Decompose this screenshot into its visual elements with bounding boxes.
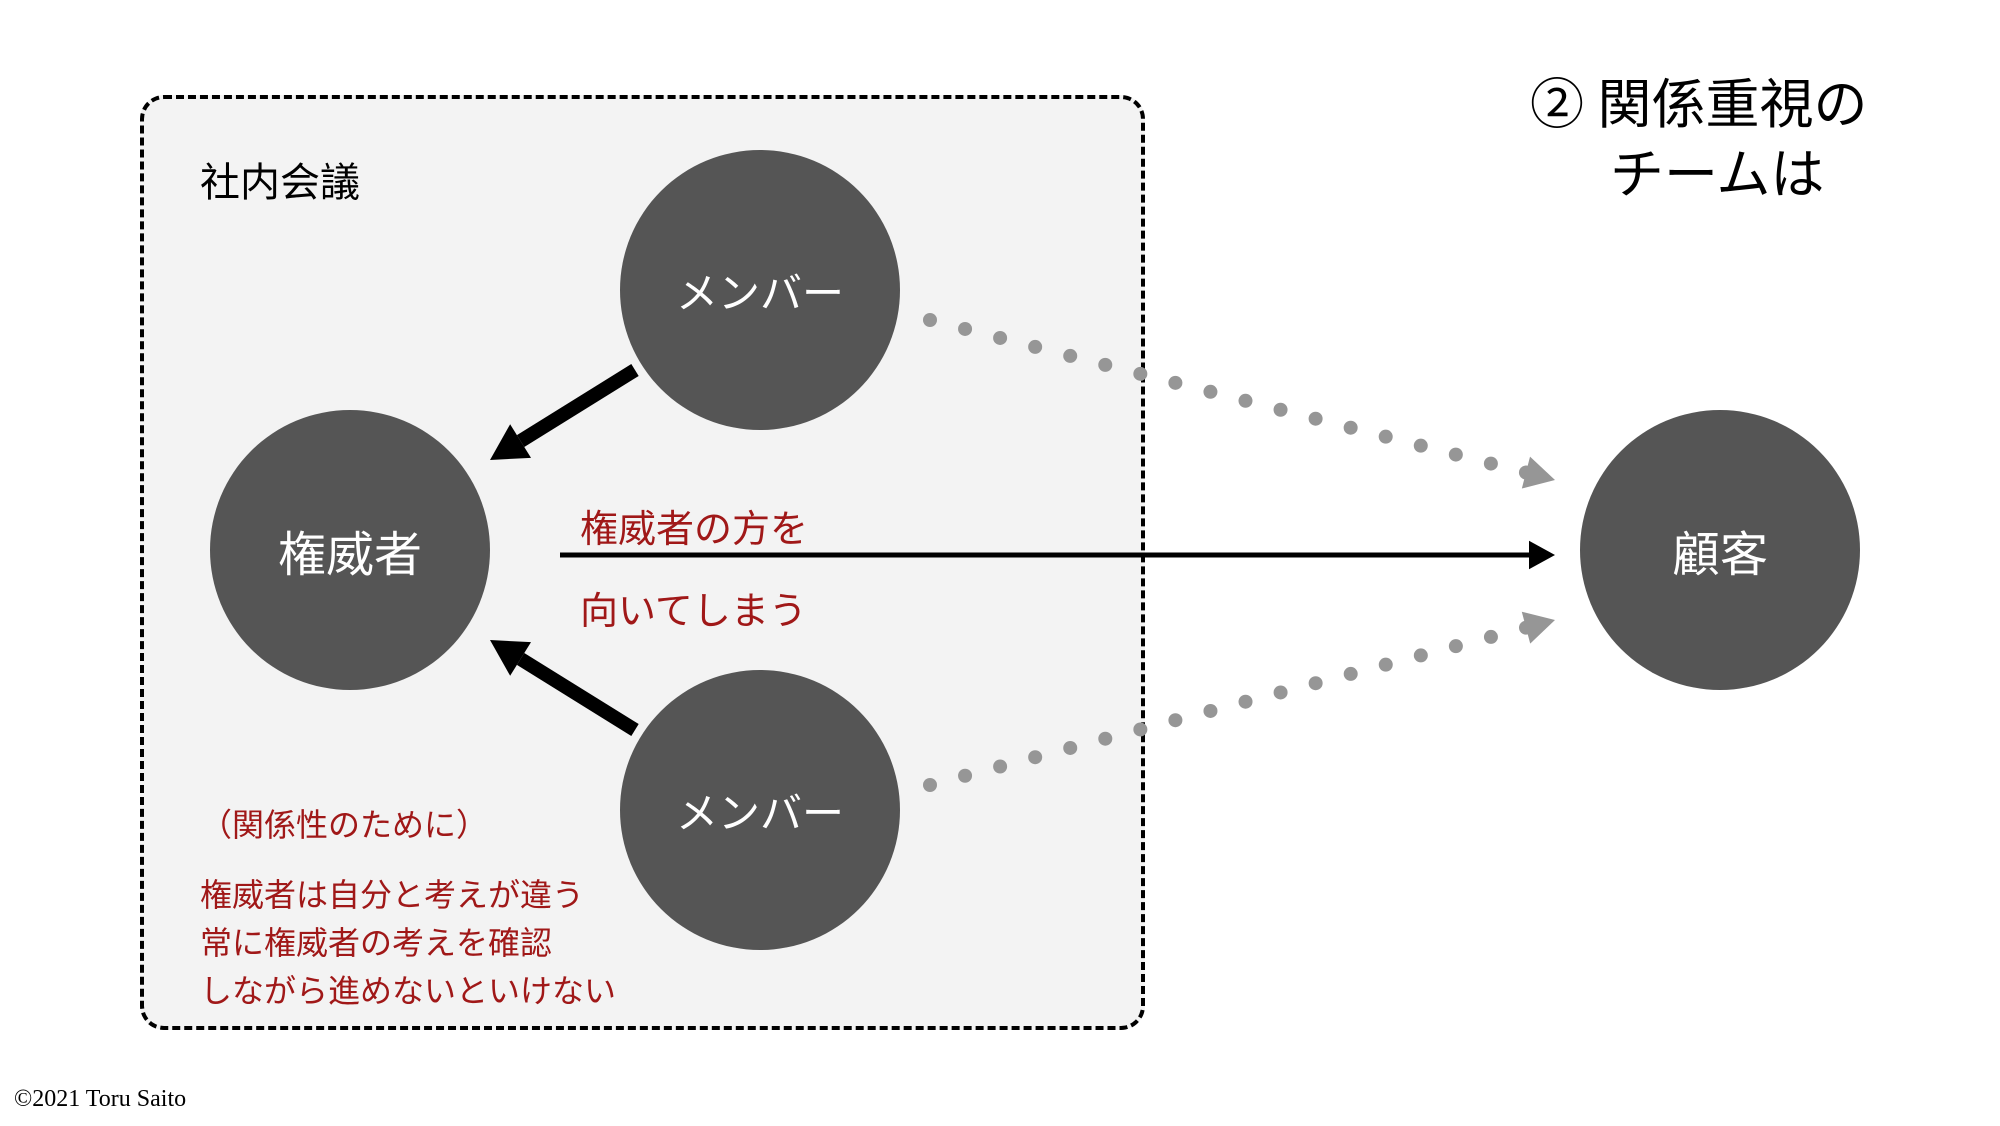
note-line2: 権威者は自分と考えが違う xyxy=(200,870,584,916)
node-authority: 権威者 xyxy=(210,410,490,690)
center-text-line1: 権威者の方を xyxy=(580,498,808,553)
note-line1: （関係性のために） xyxy=(200,800,488,846)
title-line2: チームは xyxy=(1610,130,1824,209)
title-line1: ② 関係重視の xyxy=(1530,60,1868,139)
node-customer-label: 顧客 xyxy=(1672,515,1768,585)
note-line4: しながら進めないといけない xyxy=(200,966,616,1012)
node-customer: 顧客 xyxy=(1580,410,1860,690)
node-member-bottom-label: メンバー xyxy=(676,780,844,841)
copyright: ©2021 Toru Saito xyxy=(14,1086,186,1113)
node-member-top: メンバー xyxy=(620,150,900,430)
node-member-bottom: メンバー xyxy=(620,670,900,950)
node-authority-label: 権威者 xyxy=(278,515,422,585)
meeting-box-label: 社内会議 xyxy=(200,150,360,208)
center-text-line2: 向いてしまう xyxy=(580,580,807,635)
note-line3: 常に権威者の考えを確認 xyxy=(200,918,552,964)
node-member-top-label: メンバー xyxy=(676,260,844,321)
